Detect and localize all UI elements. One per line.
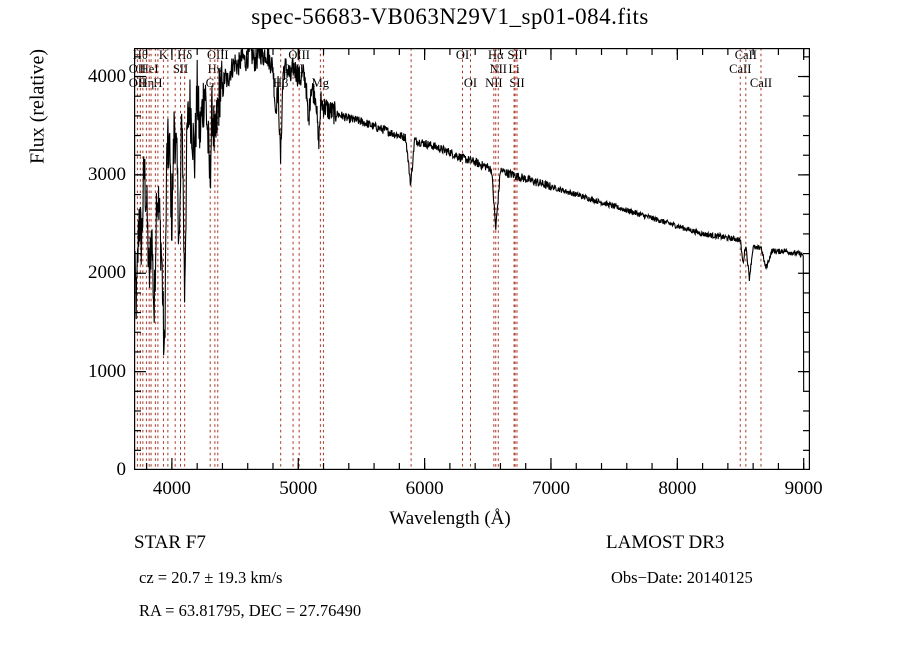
x-tick-label: 4000 [152,478,191,499]
footer-coordinates: RA = 63.81795, DEC = 27.76490 [139,601,362,620]
x-tick-label: 5000 [279,478,318,499]
y-tick-label: 3000 [88,163,126,185]
y-tick-label: 2000 [88,262,126,284]
spectral-line-label: Li [508,62,520,76]
page-title: spec-56683-VB063N29V1_sp01-084.fits [251,4,649,29]
x-tick-label: 9000 [784,478,823,499]
footer-obs-date: Obs−Date: 20140125 [611,568,753,587]
spectrum-svg [134,48,810,470]
flux-curve [134,48,805,392]
y-tick-label: 4000 [88,65,126,87]
footer-survey: LAMOST DR3 [606,532,725,553]
y-axis-label: Flux (relative) [26,49,49,164]
x-tick-label: 7000 [531,478,570,499]
spectrum-plot [134,48,810,470]
footer-redshift: cz = 20.7 ± 19.3 km/s [139,568,283,587]
spectral-line-label: HeI [139,62,159,76]
spectral-line-label: OII [128,62,147,76]
y-tick-label: 0 [116,459,127,480]
x-tick-label: 6000 [405,478,444,499]
x-tick-label: 8000 [658,478,697,499]
spectral-line-label: Hγ [207,62,223,76]
footer-object-type: STAR F7 [134,532,206,553]
x-axis-label: Wavelength (Å) [389,508,511,529]
y-tick-label: 1000 [88,360,126,382]
plot-frame [134,48,810,470]
